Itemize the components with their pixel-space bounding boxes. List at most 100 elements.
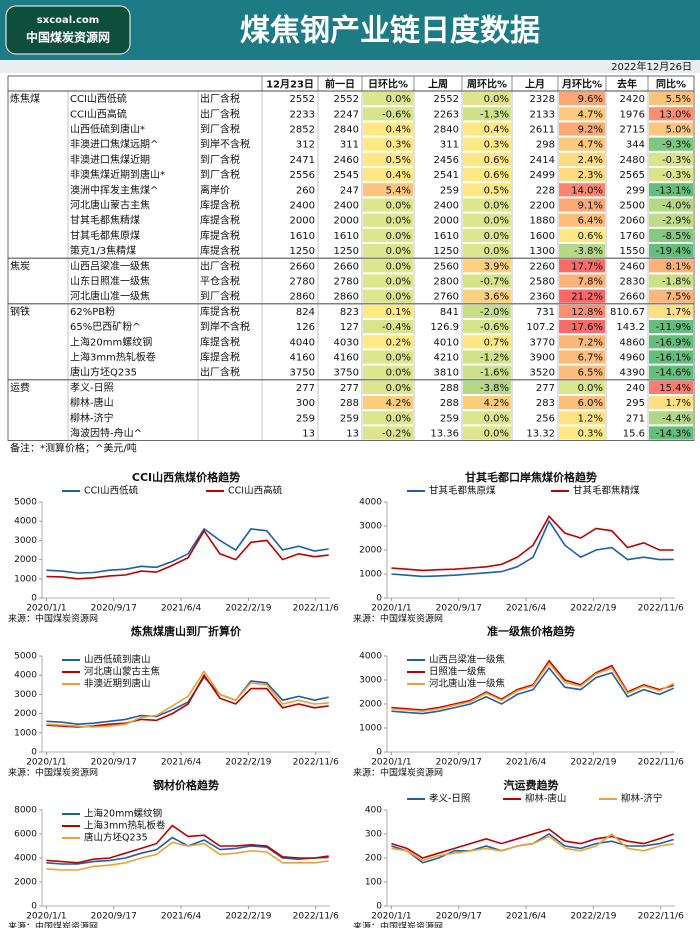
table-cell: 312	[296, 140, 315, 151]
table-cell: 2400	[434, 201, 459, 212]
row-name: 非澳进口焦煤远期^	[70, 138, 158, 151]
y-tick-label: 2000	[14, 878, 37, 888]
y-tick-label: 0	[31, 748, 37, 758]
series-line	[391, 666, 675, 715]
change-cell	[649, 380, 693, 394]
table-cell: 4160	[334, 353, 359, 364]
table-cell: 260	[296, 185, 315, 196]
change-cell	[363, 426, 413, 440]
table-cell: 0.5%	[386, 155, 411, 166]
table-cell: 0.0%	[386, 368, 411, 379]
row-name: 非澳进口焦煤近期	[70, 153, 150, 166]
table-cell: 0.0%	[386, 292, 411, 303]
row-name: CCI山西高硫	[70, 107, 127, 120]
chart-title: CCI山西焦煤价格趋势	[132, 470, 240, 484]
x-tick-label: 2022/11/6	[293, 912, 339, 922]
group-name: 焦炭	[10, 259, 30, 272]
change-cell	[559, 92, 605, 106]
row-basis: 库提含税	[200, 244, 240, 257]
group-name: 钢铁	[10, 305, 30, 318]
table-cell: 0.0%	[484, 429, 509, 440]
table-cell: 1550	[620, 246, 645, 257]
change-cell	[649, 411, 693, 425]
change-cell	[559, 259, 605, 273]
table-cell: 2860	[290, 292, 315, 303]
change-cell	[363, 365, 413, 379]
table-cell: 1.7%	[666, 307, 691, 318]
column-header: 同比%	[656, 78, 686, 91]
table-cell: -1.3%	[480, 109, 509, 120]
x-tick-label: 2022/2/19	[225, 758, 271, 768]
y-tick-label: 5000	[14, 652, 37, 662]
table-cell: 6.4%	[578, 216, 603, 227]
row-basis: 库提含税	[200, 335, 240, 348]
y-tick-label: 200	[365, 854, 382, 864]
table-cell: 9.6%	[578, 94, 603, 105]
change-cell	[363, 183, 413, 197]
change-cell	[463, 335, 511, 349]
legend-label: 柳林-唐山	[525, 793, 566, 805]
row-name: 孝义-日照	[70, 382, 114, 394]
row-name: 非澳焦煤近期到唐山*	[70, 168, 165, 181]
table-cell: 4.7%	[578, 140, 603, 151]
series-line	[391, 519, 674, 578]
chart-source: 来源：中国煤炭资源网	[8, 767, 98, 779]
table-cell: 283	[536, 398, 555, 409]
table-cell: 0.7%	[484, 337, 509, 348]
y-tick-label: 0	[376, 594, 382, 604]
change-cell	[363, 137, 413, 151]
legend-label: 柳林-济宁	[621, 793, 662, 805]
row-name: 甘其毛都焦精煤	[70, 214, 140, 227]
table-cell: 6.0%	[578, 398, 603, 409]
table-cell: 5.5%	[666, 94, 691, 105]
table-cell: 2611	[530, 125, 555, 136]
legend-label: 河北唐山蒙古主焦	[84, 666, 161, 678]
table-cell: 300	[296, 398, 315, 409]
table-cell: 2556	[290, 170, 315, 181]
logo-site: sxcoal.com	[37, 15, 99, 26]
table-cell: 0.3%	[578, 429, 603, 440]
x-tick-label: 2020/1/1	[371, 912, 411, 922]
table-cell: 0.3%	[386, 140, 411, 151]
x-tick-label: 2020/1/1	[26, 912, 66, 922]
table-cell: 3900	[530, 353, 555, 364]
table-cell: 2780	[290, 277, 315, 288]
table-cell: 2233	[290, 109, 315, 120]
change-cell	[559, 411, 605, 425]
table-cell: 228	[536, 185, 555, 196]
legend-label: 山西低硫到唐山	[84, 654, 151, 666]
table-cell: -1.6%	[480, 368, 509, 379]
table-cell: 1976	[620, 109, 645, 120]
change-cell	[363, 289, 413, 303]
row-basis: 库提含税	[200, 199, 240, 212]
table-cell: -0.7%	[480, 277, 509, 288]
table-cell: -8.5%	[662, 231, 691, 242]
change-cell	[363, 213, 413, 227]
column-header: 上月	[525, 78, 545, 91]
chart-source: 来源：中国煤炭资源网	[353, 767, 443, 779]
change-cell	[463, 274, 511, 288]
series-line	[391, 828, 674, 859]
table-cell: 21.2%	[571, 292, 603, 303]
change-cell	[649, 92, 693, 106]
table-cell: 7.8%	[578, 277, 603, 288]
x-tick-label: 2020/9/17	[436, 912, 482, 922]
table-cell: 1880	[530, 216, 555, 227]
change-cell	[649, 168, 693, 182]
table-cell: 2840	[434, 125, 459, 136]
chart-source: 来源：中国煤炭资源网	[353, 921, 443, 928]
table-cell: 7.2%	[578, 337, 603, 348]
x-tick-label: 2022/11/6	[638, 758, 684, 768]
y-tick-label: 4000	[14, 517, 37, 527]
report-date: 2022年12月26日	[611, 60, 692, 73]
table-cell: 7.5%	[666, 292, 691, 303]
change-cell	[649, 320, 693, 334]
change-cell	[649, 137, 693, 151]
change-cell	[363, 259, 413, 273]
series-line	[46, 669, 329, 728]
table-cell: 2552	[290, 94, 315, 105]
table-cell: 4010	[434, 337, 459, 348]
logo-name: 中国煤炭资源网	[26, 30, 110, 45]
row-basis: 出厂含税	[200, 366, 240, 379]
change-cell	[649, 289, 693, 303]
